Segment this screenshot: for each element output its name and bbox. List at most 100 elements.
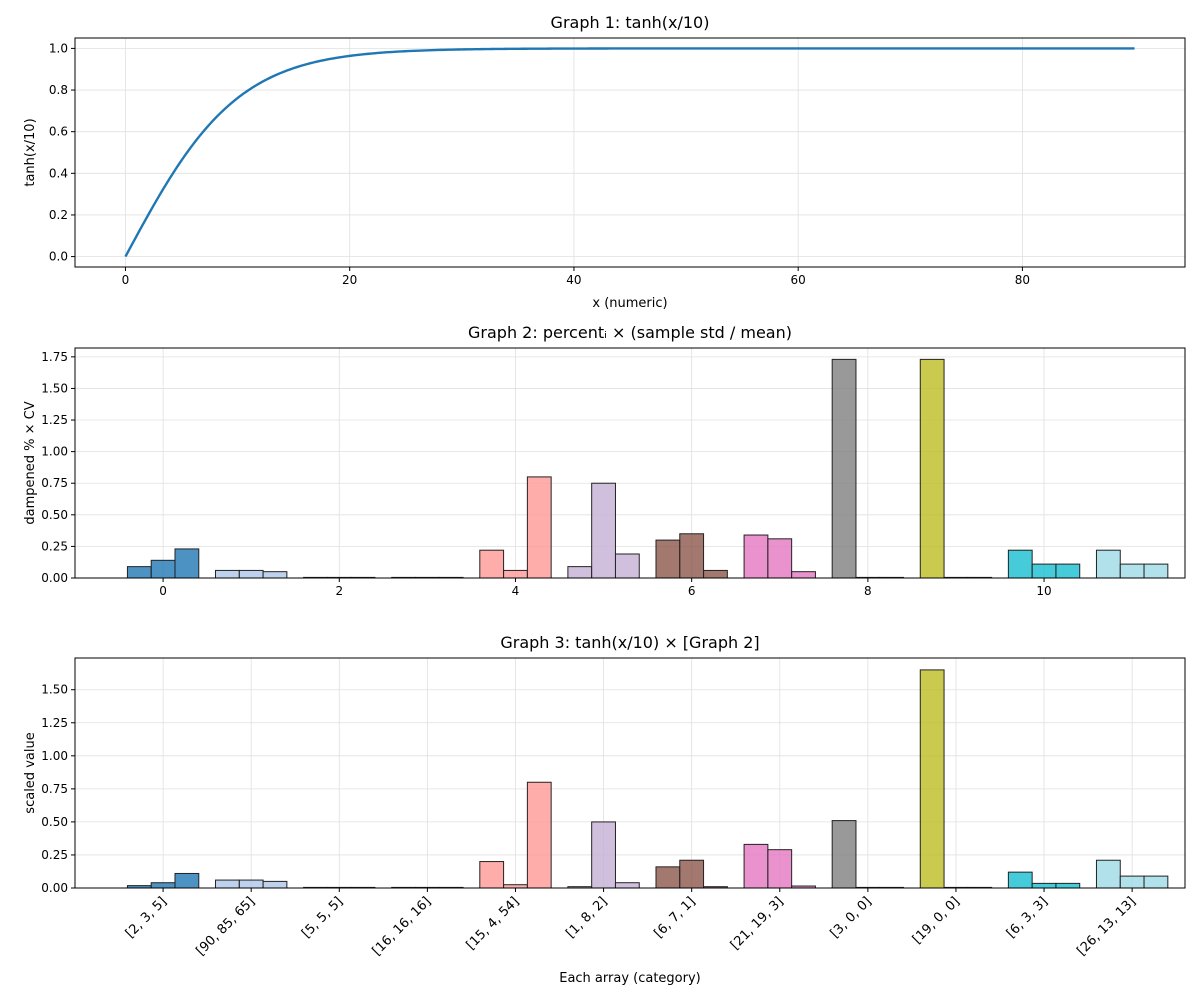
bar-group-5-2 xyxy=(614,553,640,579)
bar-group-11-0 xyxy=(1095,549,1121,579)
bar-group-0-1 xyxy=(150,882,176,889)
bar-group-0-1 xyxy=(150,559,176,579)
bar-group-1-1 xyxy=(238,879,264,889)
bar-group-5-0 xyxy=(567,566,593,579)
bar-group-11-1 xyxy=(1119,563,1145,579)
x-tick-label: [90, 85, 65] xyxy=(193,894,258,959)
x-tick-label: [6, 7, 1] xyxy=(651,894,698,941)
y-tick-label: 1.50 xyxy=(41,381,68,395)
x-tick-label: 0 xyxy=(122,273,130,287)
x-tick-label: 80 xyxy=(1015,273,1030,287)
bar-group-11-2 xyxy=(1143,563,1169,579)
x-tick-label: [15, 4, 54] xyxy=(464,894,523,953)
x-tick-label: 8 xyxy=(864,584,872,598)
bar-group-6-1 xyxy=(679,533,705,579)
y-tick-label: 0.4 xyxy=(49,166,68,180)
bar-group-7-1 xyxy=(767,849,793,889)
x-tick-label: 40 xyxy=(566,273,581,287)
bar-group-5-2 xyxy=(614,882,640,889)
bar-group-11-0 xyxy=(1095,859,1121,889)
plot-frame xyxy=(74,37,1186,268)
bar-group-6-2 xyxy=(703,569,728,579)
chart-title: Graph 2: percentᵢ × (sample std / mean) xyxy=(468,323,792,342)
bar-group-10-1 xyxy=(1031,882,1057,889)
bar-group-5-1 xyxy=(591,482,616,579)
x-tick-label: [5, 5, 5] xyxy=(299,894,346,941)
x-tick-label: 2 xyxy=(335,584,343,598)
y-tick-label: 1.50 xyxy=(41,683,68,697)
x-tick-label: [26, 13, 13] xyxy=(1074,894,1139,959)
bar-group-4-2 xyxy=(526,476,552,579)
chart-1: 0 20 40 60 80 0.0 0.2 0.4 0.6 0.8 1.0 Graph 1: tanh… xyxy=(23,13,1186,311)
x-tick-label: 0 xyxy=(159,584,167,598)
x-tick-label: 20 xyxy=(342,273,357,287)
bar-group-4-2 xyxy=(526,781,552,889)
x-tick-label: 10 xyxy=(1036,584,1051,598)
y-tick-label: 0.25 xyxy=(41,539,68,553)
y-tick-label: 0.00 xyxy=(41,881,68,895)
x-tick-label: [2, 3, 5] xyxy=(123,894,170,941)
x-tick-label: 60 xyxy=(791,273,806,287)
x-tick-label: [3, 0, 0] xyxy=(828,894,875,941)
bar-group-0-0 xyxy=(126,566,152,579)
y-tick-label: 0.2 xyxy=(49,208,68,222)
x-tick-label: [6, 3, 3] xyxy=(1004,894,1051,941)
y-tick-label: 0.25 xyxy=(41,848,68,862)
bar-group-7-2 xyxy=(791,571,816,579)
y-axis-label: dampened % × CV xyxy=(23,401,38,524)
bar-group-11-1 xyxy=(1119,875,1145,889)
x-tick-label: [19, 0, 0] xyxy=(910,894,963,947)
y-tick-label: 0.75 xyxy=(41,476,68,490)
series-line-tanh xyxy=(124,47,1135,258)
bar-group-1-1 xyxy=(238,569,264,579)
y-tick-label: 1.25 xyxy=(41,716,68,730)
chart-title: Graph 3: tanh(x/10) × [Graph 2] xyxy=(500,633,759,652)
bar-group-6-0 xyxy=(655,866,681,889)
bar-group-0-2 xyxy=(174,548,200,579)
y-tick-label: 0.0 xyxy=(49,250,68,264)
bar-group-1-2 xyxy=(262,571,288,579)
bar-group-1-2 xyxy=(262,880,288,889)
y-tick-label: 1.00 xyxy=(41,445,68,459)
bar-group-10-2 xyxy=(1055,882,1081,889)
bar-group-8-0 xyxy=(831,358,857,579)
chart-title: Graph 1: tanh(x/10) xyxy=(551,13,710,32)
bar-group-6-0 xyxy=(655,539,681,579)
y-tick-label: 0.50 xyxy=(41,815,68,829)
y-tick-label: 1.0 xyxy=(49,41,68,55)
bar-group-10-2 xyxy=(1055,563,1081,579)
bar-group-11-2 xyxy=(1143,875,1169,889)
bar-group-7-0 xyxy=(743,534,769,579)
x-tick-label: [16, 16, 16] xyxy=(370,894,435,959)
x-tick-label: [1, 8, 2] xyxy=(563,894,610,941)
x-axis-label: Each array (category) xyxy=(559,971,701,986)
bar-group-4-0 xyxy=(479,861,505,889)
plot-frame xyxy=(74,657,1186,889)
bar-group-9-0 xyxy=(919,358,945,579)
y-tick-label: 0.75 xyxy=(41,782,68,796)
y-axis-label: tanh(x/10) xyxy=(23,118,38,186)
bar-group-9-0 xyxy=(919,669,945,889)
y-tick-label: 0.8 xyxy=(49,83,68,97)
bar-group-1-0 xyxy=(215,879,240,889)
bar-group-10-1 xyxy=(1031,563,1057,579)
bar-group-8-0 xyxy=(831,820,857,889)
y-tick-label: 1.25 xyxy=(41,413,68,427)
x-axis-label: x (numeric) xyxy=(592,296,667,311)
y-tick-label: 0.50 xyxy=(41,508,68,522)
y-tick-label: 1.75 xyxy=(41,350,68,364)
x-tick-label: 6 xyxy=(688,584,696,598)
bar-group-0-2 xyxy=(174,872,200,889)
bar-group-1-0 xyxy=(215,569,240,579)
y-tick-label: 1.00 xyxy=(41,749,68,763)
bar-group-10-0 xyxy=(1007,871,1033,889)
y-axis-label: scaled value xyxy=(23,732,38,813)
x-tick-label: [21, 19, 3] xyxy=(728,894,787,953)
y-tick-label: 0.6 xyxy=(49,125,68,139)
bar-group-7-1 xyxy=(767,538,793,579)
plot-frame xyxy=(74,347,1186,579)
bar-group-10-0 xyxy=(1007,549,1033,579)
bar-group-4-0 xyxy=(479,549,505,579)
bar-group-4-1 xyxy=(503,569,528,579)
